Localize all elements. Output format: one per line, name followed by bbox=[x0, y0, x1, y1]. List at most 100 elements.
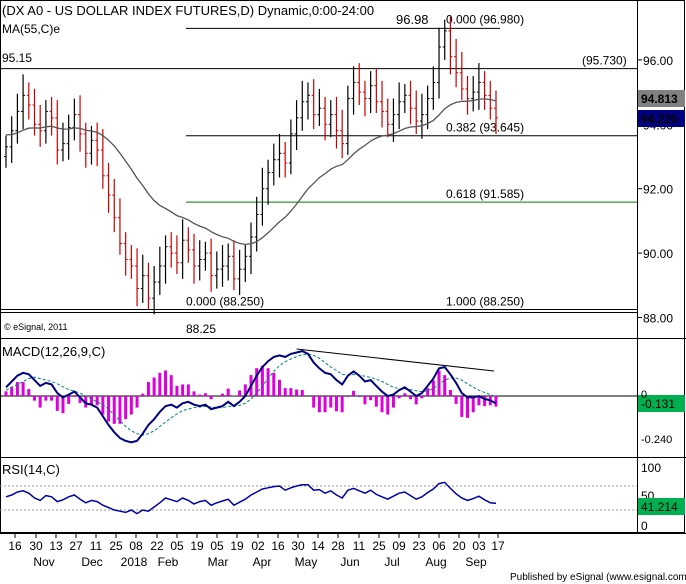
macd-histogram-bar bbox=[95, 396, 99, 406]
price-bar bbox=[214, 251, 219, 289]
macd-histogram-bar bbox=[380, 396, 384, 413]
price-bar bbox=[117, 198, 122, 255]
x-tick-label: 05 bbox=[210, 539, 224, 553]
price-bar bbox=[9, 116, 14, 163]
macd-histogram-bar bbox=[152, 377, 156, 396]
macd-histogram-bar bbox=[437, 370, 441, 396]
price-bar bbox=[357, 63, 362, 105]
macd-histogram-bar bbox=[426, 388, 430, 396]
x-month-label: Aug bbox=[425, 555, 446, 569]
x-tick-label: 30 bbox=[29, 539, 43, 553]
x-month-label: Sep bbox=[465, 555, 487, 569]
macd-histogram-bar bbox=[158, 372, 162, 396]
price-bar bbox=[300, 80, 305, 131]
macd-histogram-bar bbox=[466, 396, 470, 418]
price-bar bbox=[203, 241, 208, 271]
price-bar bbox=[43, 100, 48, 144]
price-bar bbox=[425, 85, 430, 130]
price-tick-label: 90.00 bbox=[643, 247, 673, 261]
price-bar bbox=[180, 219, 185, 279]
price-tick-label: 96.00 bbox=[643, 54, 673, 68]
macd-histogram-bar bbox=[340, 396, 344, 413]
fib-level-label: 0.382 (93.645) bbox=[446, 121, 524, 135]
macd-histogram-bar bbox=[32, 396, 36, 401]
macd-histogram-bar bbox=[89, 396, 93, 406]
x-tick-label: 03 bbox=[472, 539, 486, 553]
macd-histogram-bar bbox=[317, 396, 321, 413]
macd-histogram-bar bbox=[129, 396, 133, 415]
macd-trend-line bbox=[296, 348, 495, 372]
macd-histogram-bar bbox=[266, 368, 270, 396]
macd-histogram-bar bbox=[192, 391, 196, 396]
price-bar bbox=[288, 119, 293, 175]
macd-histogram-bar bbox=[471, 396, 475, 413]
x-month-label: Dec bbox=[81, 555, 102, 569]
macd-histogram-bar bbox=[289, 388, 293, 396]
macd-histogram-bar bbox=[460, 396, 464, 417]
price-bar bbox=[163, 235, 168, 284]
macd-histogram-bar bbox=[409, 396, 413, 400]
price-bar bbox=[266, 159, 271, 205]
macd-histogram-bar bbox=[164, 370, 168, 396]
price-bar bbox=[385, 98, 390, 138]
x-tick-label: 14 bbox=[311, 539, 325, 553]
low-label: 88.25 bbox=[186, 322, 216, 336]
macd-histogram-bar bbox=[209, 396, 213, 400]
price-bar bbox=[38, 104, 43, 147]
macd-histogram-bar bbox=[221, 393, 225, 396]
price-bar bbox=[260, 167, 265, 226]
price-bar bbox=[237, 249, 242, 295]
ma-price-marker: 94.813 bbox=[641, 92, 678, 106]
macd-marker: -0.131 bbox=[641, 397, 675, 411]
macd-histogram-bar bbox=[44, 396, 48, 401]
price-bar bbox=[112, 179, 117, 233]
macd-histogram-bar bbox=[323, 396, 327, 413]
macd-histogram-bar bbox=[186, 384, 190, 396]
macd-histogram-bar bbox=[72, 396, 76, 397]
price-bar bbox=[397, 82, 402, 130]
price-bar bbox=[106, 162, 111, 213]
x-tick-label: 27 bbox=[69, 539, 83, 553]
macd-histogram-bar bbox=[4, 391, 8, 396]
macd-histogram-bar bbox=[300, 389, 304, 396]
macd-histogram-bar bbox=[431, 380, 435, 396]
macd-histogram-bar bbox=[55, 396, 59, 411]
macd-histogram-bar bbox=[454, 396, 458, 404]
x-tick-label: 08 bbox=[129, 539, 143, 553]
price-bar bbox=[334, 96, 339, 149]
price-bar bbox=[140, 254, 145, 304]
fib-level-label: 0.000 (96.980) bbox=[446, 12, 524, 26]
price-bar bbox=[192, 233, 197, 284]
x-tick-label: 20 bbox=[452, 539, 466, 553]
macd-histogram-bar bbox=[78, 396, 82, 403]
price-bar bbox=[249, 222, 253, 275]
price-bar bbox=[135, 248, 140, 307]
macd-histogram-bar bbox=[277, 379, 281, 396]
macd-histogram-bar bbox=[181, 384, 185, 396]
x-tick-label: 23 bbox=[412, 539, 426, 553]
price-bar bbox=[317, 88, 322, 126]
price-bar bbox=[471, 76, 476, 112]
price-bar bbox=[49, 96, 54, 136]
price-bar bbox=[129, 245, 134, 279]
macd-histogram-bar bbox=[386, 396, 390, 415]
macd-histogram-bar bbox=[403, 393, 407, 396]
macd-histogram-bar bbox=[124, 396, 128, 420]
price-bar bbox=[66, 114, 71, 160]
price-bar bbox=[78, 95, 83, 152]
x-month-label: Feb bbox=[158, 555, 179, 569]
macd-histogram-bar bbox=[397, 396, 401, 399]
macd-histogram-bar bbox=[10, 386, 14, 396]
price-bar bbox=[21, 74, 26, 130]
price-bar bbox=[494, 90, 498, 134]
macd-histogram-bar bbox=[226, 388, 230, 396]
price-bar bbox=[294, 100, 299, 151]
rsi-panel-label: RSI(14,C) bbox=[2, 462, 60, 477]
price-bar bbox=[169, 232, 174, 268]
ma-line bbox=[5, 98, 497, 246]
x-month-label: May bbox=[295, 555, 318, 569]
x-month-label: Jun bbox=[340, 555, 359, 569]
macd-histogram-bar bbox=[483, 396, 487, 407]
macd-histogram-bar bbox=[295, 389, 299, 396]
